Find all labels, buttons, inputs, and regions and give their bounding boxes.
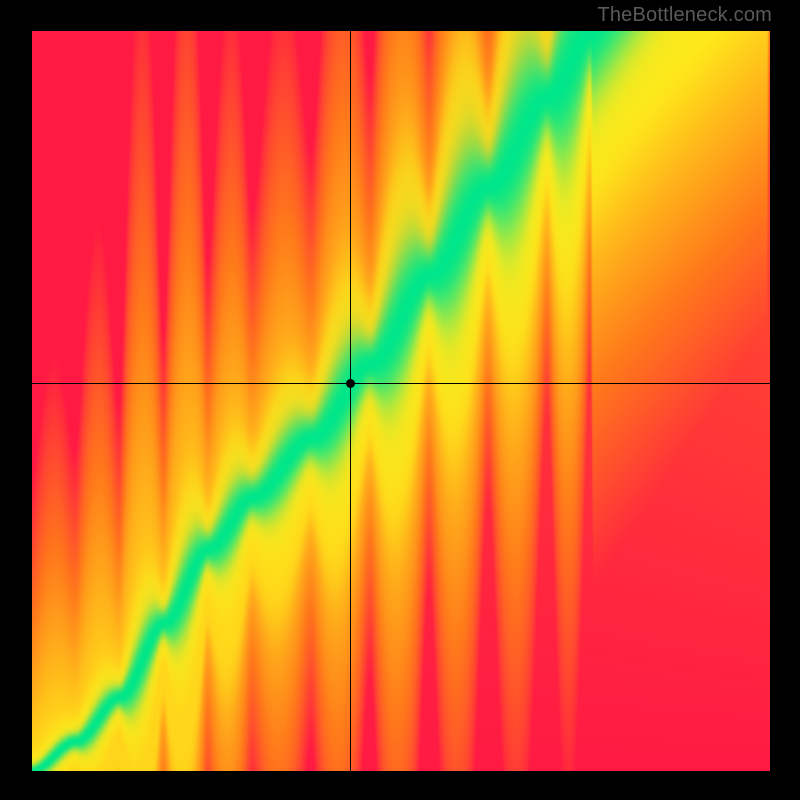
- watermark-text: TheBottleneck.com: [597, 4, 772, 27]
- crosshair-vertical: [350, 31, 351, 771]
- crosshair-horizontal: [32, 383, 770, 384]
- crosshair-marker: [346, 379, 355, 388]
- heatmap-canvas: [32, 31, 770, 771]
- stage: TheBottleneck.com: [0, 0, 800, 800]
